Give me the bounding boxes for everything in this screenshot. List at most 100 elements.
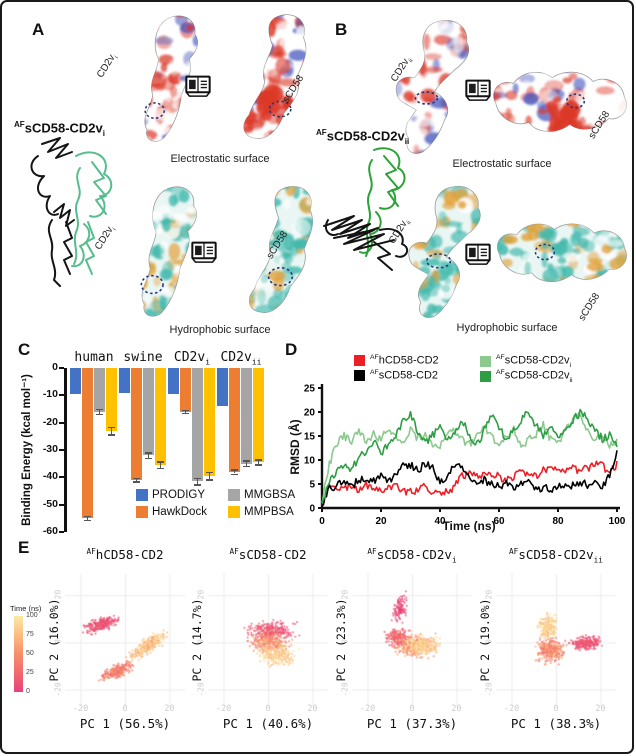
pca-x-tick-label: -20 [72, 704, 89, 714]
panel-b-hydrophobic-caption: Hydrophobic surface [456, 322, 558, 334]
open-book-icon [185, 75, 211, 97]
legend-label: AFhCD58-CD2 [370, 354, 439, 367]
error-bar [231, 473, 238, 475]
bar-category-label: CD2vii [220, 350, 262, 367]
svg-text:20: 20 [375, 516, 387, 527]
panel-a-hydrophobic-caption: Hydrophobic surface [169, 324, 271, 336]
bar-prodigy [217, 368, 228, 407]
pca-x-tick-label: 0 [122, 704, 128, 714]
error-bar [255, 459, 262, 461]
panel-a-hydrophobic-surface-cd2v [140, 186, 197, 317]
error-bar [98, 409, 101, 414]
rmsd-legend-item: AFsCD58-CD2vi [480, 354, 571, 369]
error-bar [108, 426, 115, 429]
svg-text:10: 10 [304, 456, 316, 467]
legend-label: AFsCD58-CD2 [370, 369, 439, 382]
bar-y-tick-label: -50 [42, 497, 58, 510]
bar-y-tick-label: -40 [42, 470, 58, 483]
legend-item-mmgbsa: MMGBSA [228, 489, 295, 501]
bar-mmgbsa [143, 368, 154, 456]
panel-b-complex-label: AFsCD58-CD2vii [316, 128, 410, 146]
pca-scatter-plot [208, 574, 328, 706]
error-bar [133, 477, 140, 480]
error-bar [208, 472, 211, 480]
svg-text:25: 25 [304, 384, 316, 395]
panel-c-letter: C [18, 340, 31, 359]
panel-a-electrostatic-surface-scd58 [243, 14, 307, 139]
svg-text:0: 0 [309, 504, 315, 515]
legend-swatch [228, 489, 240, 501]
bar-category-label: CD2vi [173, 350, 211, 367]
svg-text:15: 15 [304, 432, 316, 443]
pca-y-axis-label: PC 2 (23.3%) [334, 598, 348, 682]
legend-swatch [136, 506, 148, 518]
error-bar [157, 461, 164, 463]
pca-x-axis-label: PC 1 (37.3%) [366, 716, 458, 731]
pca-x-tick-label: -20 [215, 704, 232, 714]
binding-energy-bar-chart: Binding Energy (kcal mol⁻¹) 0 -10 -20 -30 -40… [2, 2, 295, 752]
error-bar [243, 460, 250, 462]
error-bar [243, 465, 250, 468]
bar-mmpbsa [155, 368, 166, 466]
error-bar [231, 469, 238, 471]
panel-b-ribbon-diagram [323, 147, 409, 271]
pca-x-tick-label: 0 [409, 704, 415, 714]
bar-y-tick [59, 394, 64, 397]
error-bar [184, 410, 187, 413]
legend-item-prodigy: PRODIGY [136, 489, 205, 501]
svg-text:0: 0 [319, 516, 325, 527]
panel-d-letter: D [285, 340, 298, 359]
pca-plot-title: AFsCD58-CD2 [229, 547, 307, 563]
pca-x-tick-label: 20 [451, 704, 462, 714]
legend-label: MMPBSA [244, 506, 294, 518]
legend-label: AFsCD58-CD2vii [496, 369, 573, 384]
bar-mmpbsa [204, 368, 215, 476]
bar-y-tick-label: -20 [42, 415, 58, 428]
svg-text:40: 40 [434, 516, 446, 527]
panel-a-electrostatic-caption: Electrostatic surface [170, 153, 270, 165]
pca-x-tick-label: 20 [595, 704, 606, 714]
colorbar-tick-label: 0 [26, 688, 30, 695]
legend-label: MMGBSA [244, 489, 296, 501]
pca-x-tick-label: 20 [307, 704, 318, 714]
panel-a-letter: A [32, 20, 45, 39]
svg-text:60: 60 [493, 516, 505, 527]
legend-swatch [136, 489, 148, 501]
bar-mmpbsa [106, 368, 117, 431]
pca-x-tick-label: -20 [503, 704, 520, 714]
rmsd-line-chart: 0 5 10 15 20 25 0 20 40 60 80 100 [304, 384, 626, 528]
panel-a-electrostatic-surface-cd2v [144, 15, 198, 142]
bar-y-axis [64, 368, 67, 532]
error-bar [194, 484, 201, 486]
legend-item-hawkdock: HawkDock [136, 506, 207, 518]
panel-a-ribbon-diagram [30, 137, 113, 287]
bar-mmgbsa [241, 368, 252, 464]
error-bar [145, 457, 152, 460]
panel-a-hydrophobic-surface-scd58 [248, 186, 313, 313]
pca-y-axis-label: PC 2 (19.0%) [478, 598, 492, 682]
error-bar [159, 462, 162, 468]
legend-item-mmpbsa: MMPBSA [228, 506, 294, 518]
error-bar [194, 477, 201, 480]
legend-swatch [354, 369, 365, 381]
panel-b-letter: B [335, 20, 348, 39]
legend-swatch [480, 355, 491, 367]
pca-x-axis-label: PC 1 (38.3%) [510, 716, 602, 731]
legend-label: AFsCD58-CD2vi [496, 354, 572, 369]
pca-x-tick-label: 0 [265, 704, 271, 714]
bar-y-tick [59, 421, 64, 424]
rmsd-legend-item: AFsCD58-CD2vii [480, 369, 573, 384]
rmsd-legend-item: AFhCD58-CD2 [354, 354, 439, 367]
colorbar-tick-label: 75 [26, 631, 34, 638]
panel-b-hydrophobic-surface-scd58 [497, 223, 627, 282]
bar-y-tick-label: -10 [42, 388, 58, 401]
pca-x-tick-label: 0 [553, 704, 559, 714]
error-bar [182, 412, 189, 415]
error-bar [96, 413, 103, 416]
error-bar [245, 461, 248, 466]
svg-text:20: 20 [304, 408, 316, 419]
panel-b-electrostatic-caption: Electrostatic surface [452, 158, 552, 170]
bar-y-tick [59, 476, 64, 479]
bar-hawkdock [131, 368, 142, 481]
